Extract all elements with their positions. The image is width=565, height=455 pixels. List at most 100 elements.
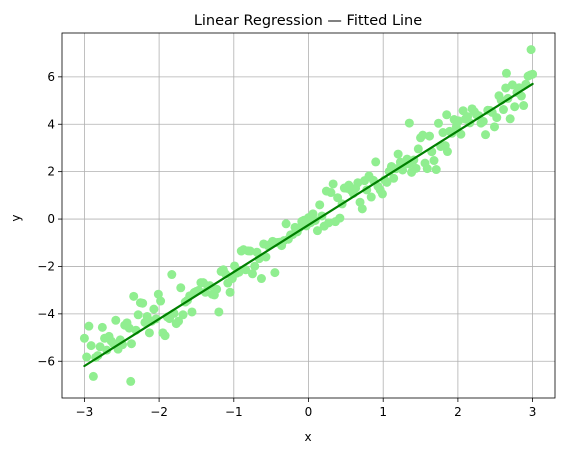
scatter-point	[404, 118, 414, 128]
scatter-point	[442, 147, 452, 157]
y-tick-label: 6	[47, 70, 55, 84]
scatter-point	[82, 352, 92, 362]
scatter-point	[366, 192, 376, 202]
scatter-point	[111, 315, 121, 325]
x-tick-label: 0	[305, 405, 313, 419]
scatter-point	[88, 371, 98, 381]
scatter-point	[382, 177, 392, 187]
x-tick-label: 2	[454, 405, 462, 419]
y-axis-label: y	[9, 214, 23, 221]
fitted-line-group	[83, 82, 534, 368]
scatter-point	[84, 321, 94, 331]
scatter-point	[516, 91, 526, 101]
y-tick-label: 0	[47, 212, 55, 226]
y-tick-label: 2	[47, 165, 55, 179]
scatter-point	[144, 328, 154, 338]
scatter-points	[79, 45, 538, 386]
x-tick-label: 3	[529, 405, 537, 419]
scatter-point	[411, 163, 421, 173]
scatter-point	[256, 274, 266, 284]
scatter-point	[212, 284, 222, 294]
scatter-point	[245, 246, 255, 256]
scatter-point	[526, 45, 536, 55]
scatter-point	[389, 173, 399, 183]
scatter-point	[498, 105, 508, 115]
scatter-point	[86, 341, 96, 351]
scatter-point	[153, 289, 163, 299]
scatter-point	[492, 113, 502, 123]
scatter-point	[328, 179, 338, 189]
scatter-point	[371, 157, 381, 167]
fitted-line	[83, 82, 534, 368]
scatter-point	[425, 131, 435, 141]
scatter-point	[442, 110, 452, 120]
scatter-point	[357, 204, 367, 214]
scatter-point	[501, 68, 511, 78]
y-tick-label: −6	[37, 354, 55, 368]
scatter-point	[431, 165, 441, 175]
scatter-point	[438, 128, 448, 138]
scatter-point	[501, 83, 511, 93]
scatter-point	[312, 226, 322, 236]
scatter-point	[156, 296, 166, 306]
scatter-point	[167, 270, 177, 280]
scatter-point	[505, 114, 515, 124]
x-axis-label: x	[304, 430, 311, 444]
scatter-point	[413, 144, 423, 154]
scatter-point	[97, 322, 107, 332]
y-tick-label: −4	[37, 307, 55, 321]
scatter-point	[507, 80, 517, 90]
x-tick-label: −3	[76, 405, 94, 419]
scatter-point	[174, 316, 184, 326]
scatter-point	[250, 261, 260, 271]
scatter-point	[225, 287, 235, 297]
scatter-point	[456, 129, 466, 139]
scatter-point	[178, 310, 188, 320]
scatter-point	[133, 310, 143, 320]
x-tick-label: −2	[150, 405, 168, 419]
scatter-point	[79, 333, 89, 343]
scatter-point	[528, 69, 538, 79]
scatter-point	[478, 116, 488, 126]
scatter-point	[333, 193, 343, 203]
scatter-point	[418, 130, 428, 140]
scatter-point	[281, 219, 291, 229]
scatter-point	[433, 118, 443, 128]
scatter-point	[481, 130, 491, 140]
chart-title: Linear Regression — Fitted Line	[194, 13, 422, 29]
scatter-point	[176, 283, 186, 293]
scatter-point	[160, 331, 170, 341]
x-tick-label: 1	[379, 405, 387, 419]
y-axis-ticks: −6 −4 −2 0 2 4 6	[37, 70, 62, 368]
scatter-point	[230, 261, 240, 271]
scatter-point	[214, 307, 224, 317]
scatter-point	[489, 122, 499, 132]
scatter-point	[149, 304, 159, 314]
scatter-point	[429, 156, 439, 166]
scatter-point	[187, 307, 197, 317]
scatter-point	[324, 218, 334, 228]
x-axis-ticks: −3 −2 −1 0 1 2 3	[76, 398, 537, 419]
scatter-point	[138, 298, 148, 308]
scatter-point	[261, 252, 271, 262]
scatter-point	[241, 265, 251, 275]
y-tick-label: −2	[37, 259, 55, 273]
scatter-point	[270, 268, 280, 278]
scatter-point	[510, 102, 520, 112]
x-tick-label: −1	[225, 405, 243, 419]
scatter-point	[126, 339, 136, 349]
scatter-point	[335, 213, 345, 223]
y-tick-label: 4	[47, 117, 55, 131]
scatter-point	[326, 188, 336, 198]
scatter-point	[519, 101, 529, 111]
scatter-point	[247, 269, 257, 279]
scatter-point	[126, 376, 136, 386]
scatter-point	[129, 291, 139, 301]
scatter-point	[377, 189, 387, 199]
scatter-point	[422, 164, 432, 174]
scatter-point	[315, 200, 325, 210]
scatter-point	[393, 149, 403, 159]
scatter-point	[95, 342, 105, 352]
